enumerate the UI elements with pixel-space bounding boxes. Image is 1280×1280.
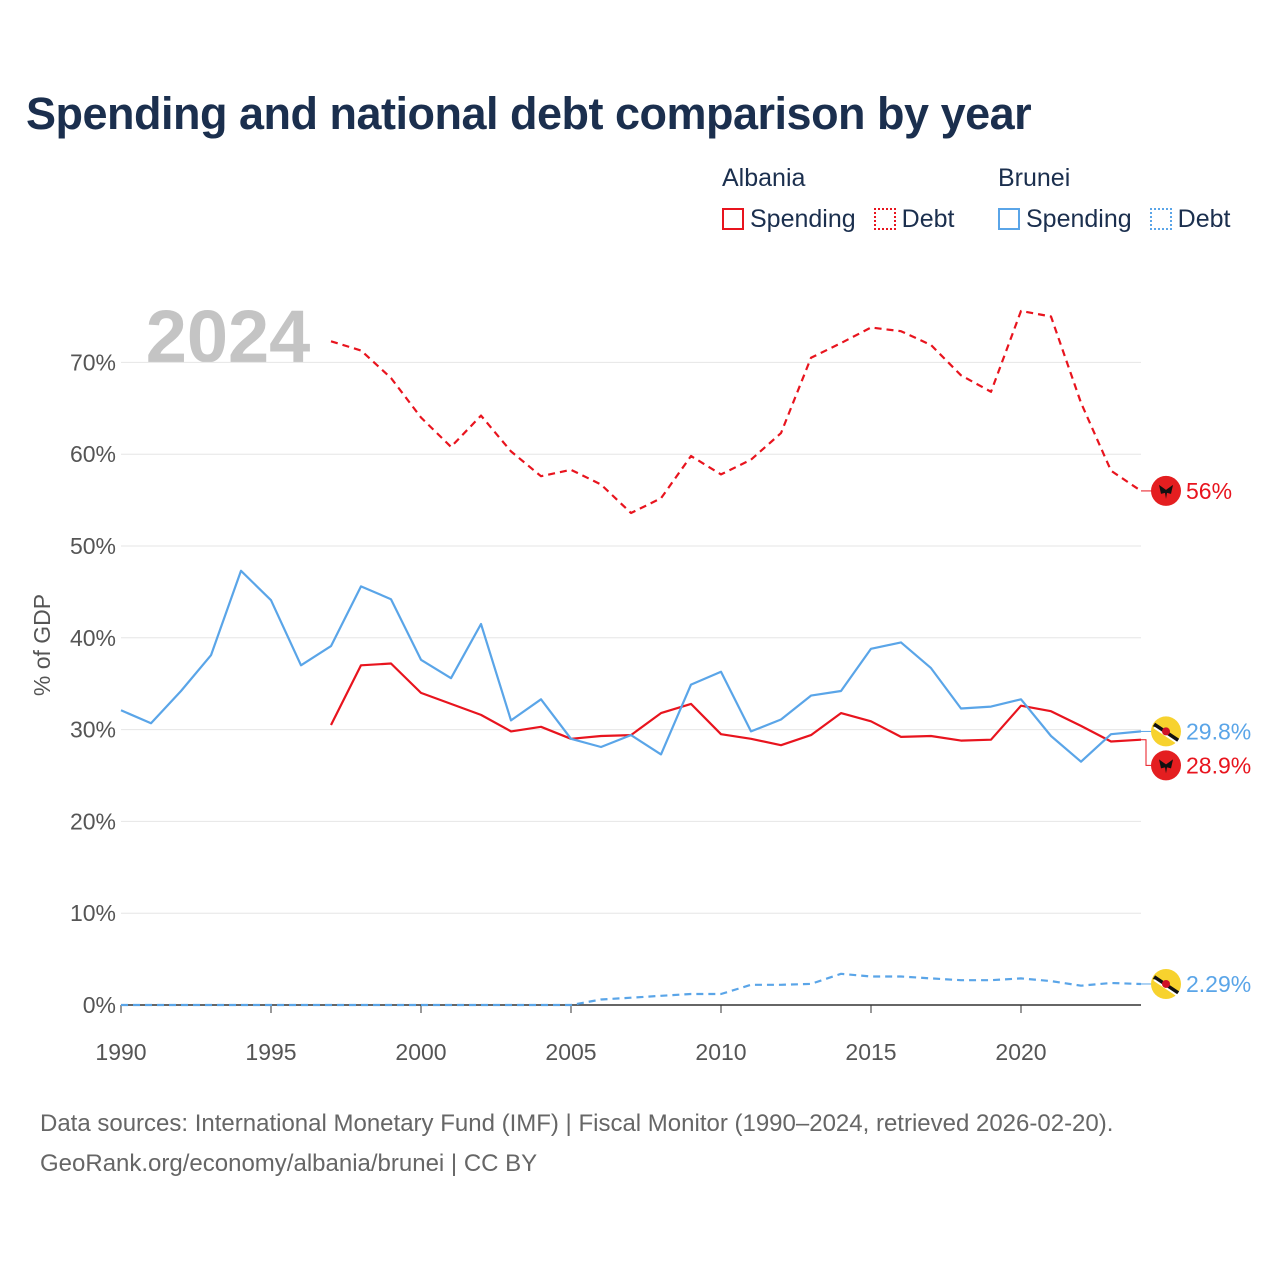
year-watermark: 2024 [146, 295, 311, 378]
x-tick-label: 1990 [95, 1039, 146, 1065]
series-line-albania-debt[interactable] [330, 309, 1142, 515]
legend-swatch-solid-icon [722, 208, 744, 230]
y-tick-label: 30% [70, 717, 116, 743]
legend-item-brunei-spending[interactable]: Spending [998, 205, 1132, 234]
legend-group-brunei: Brunei Spending Debt [998, 162, 1242, 240]
brunei-flag-icon [1151, 716, 1181, 747]
y-tick-label: 20% [70, 808, 116, 834]
x-tick-label: 2020 [995, 1039, 1046, 1065]
y-tick-label: 0% [83, 992, 116, 1018]
y-tick-label: 40% [70, 625, 116, 651]
x-tick-label: 2000 [395, 1039, 446, 1065]
series-line-brunei-debt[interactable] [121, 972, 1142, 1007]
end-value-label: 56% [1186, 478, 1232, 504]
end-value-label: 29.8% [1186, 718, 1251, 744]
y-tick-label: 70% [70, 349, 116, 375]
series-line-brunei-spending[interactable] [120, 569, 1142, 763]
footer-sources: Data sources: International Monetary Fun… [40, 1110, 1114, 1137]
legend-item-albania-debt[interactable]: Debt [873, 204, 955, 234]
legend-swatch-dotted-icon [873, 208, 896, 230]
x-tick-label: 2015 [845, 1039, 896, 1065]
legend-item-label: Spending [1026, 204, 1132, 233]
legend-item-label: Spending [750, 204, 856, 233]
end-labels: 56% 29.8% 28.9% 2.29% [1141, 475, 1251, 999]
legend-item-label: Debt [1177, 204, 1231, 233]
albania-flag-icon [1151, 475, 1181, 506]
line-chart: 2024 0% 10% 20% 30% 40% 50% 60% 70% 1990 1995 2000… [29, 295, 1251, 1065]
x-tick-label: 2005 [545, 1039, 596, 1065]
series-line-albania-spending[interactable] [330, 662, 1142, 747]
x-tick-label: 1995 [245, 1039, 296, 1065]
legend-item-label: Debt [901, 204, 955, 233]
legend-swatch-dotted-icon [1149, 208, 1172, 230]
legend-item-brunei-debt[interactable]: Debt [1149, 204, 1231, 234]
y-tick-label: 50% [70, 533, 116, 559]
grid [121, 361, 1141, 914]
footer-attribution[interactable]: GeoRank.org/economy/albania/brunei | CC … [40, 1150, 538, 1177]
legend-group-albania: Albania Spending Debt [722, 162, 966, 240]
legend-swatch-solid-icon [998, 208, 1020, 230]
x-tick-label: 2010 [695, 1039, 746, 1065]
footer: Data sources: International Monetary Fun… [40, 1104, 1113, 1184]
legend-group-label: Brunei [998, 164, 1071, 192]
legend-group-label: Albania [722, 164, 806, 192]
y-tick-label: 60% [70, 441, 116, 467]
axes: 0% 10% 20% 30% 40% 50% 60% 70% 1990 1995 2000 2005 2… [70, 349, 1141, 1065]
series [120, 309, 1142, 1007]
brunei-flag-icon [1151, 968, 1181, 999]
y-tick-label: 10% [70, 900, 116, 926]
chart-title: Spending and national debt comparison by… [26, 88, 1032, 139]
end-value-label: 2.29% [1186, 971, 1251, 997]
end-value-label: 28.9% [1186, 752, 1251, 778]
leader-line [1141, 739, 1152, 766]
albania-flag-icon [1151, 750, 1181, 781]
y-axis-label: % of GDP [29, 594, 55, 696]
legend-item-albania-spending[interactable]: Spending [722, 205, 856, 234]
